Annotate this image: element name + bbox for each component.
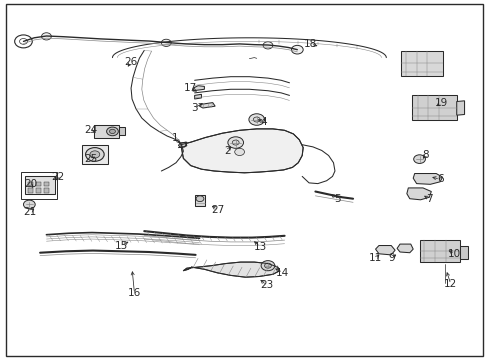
Text: 16: 16 bbox=[127, 288, 141, 298]
Text: 21: 21 bbox=[23, 207, 37, 217]
Text: 4: 4 bbox=[260, 117, 267, 127]
Polygon shape bbox=[193, 86, 204, 91]
Polygon shape bbox=[199, 103, 215, 108]
Bar bbox=[44, 182, 49, 186]
Circle shape bbox=[109, 129, 115, 134]
Bar bbox=[36, 182, 41, 186]
Bar bbox=[400, 51, 442, 76]
Circle shape bbox=[291, 45, 303, 54]
Circle shape bbox=[196, 196, 203, 202]
Circle shape bbox=[85, 148, 104, 161]
Bar bbox=[194, 195, 205, 206]
Text: 12: 12 bbox=[443, 279, 457, 289]
Text: 2: 2 bbox=[224, 146, 230, 156]
Bar bbox=[419, 240, 459, 262]
Bar bbox=[44, 188, 49, 193]
Text: 6: 6 bbox=[436, 174, 443, 184]
Bar bbox=[36, 188, 41, 193]
Text: 3: 3 bbox=[191, 103, 198, 113]
Circle shape bbox=[261, 261, 274, 271]
Text: 10: 10 bbox=[447, 249, 460, 259]
Text: 9: 9 bbox=[387, 253, 394, 264]
Bar bbox=[20, 172, 57, 199]
Polygon shape bbox=[183, 262, 279, 277]
Bar bbox=[119, 127, 125, 135]
Text: 18: 18 bbox=[303, 39, 317, 49]
Polygon shape bbox=[178, 142, 186, 148]
Polygon shape bbox=[406, 188, 430, 200]
Text: 24: 24 bbox=[83, 125, 97, 135]
Circle shape bbox=[234, 148, 244, 156]
Polygon shape bbox=[412, 174, 442, 184]
Circle shape bbox=[263, 42, 272, 49]
Bar bbox=[28, 188, 33, 193]
Text: 15: 15 bbox=[114, 240, 128, 251]
Circle shape bbox=[106, 127, 118, 136]
Text: 27: 27 bbox=[210, 204, 224, 215]
Text: 17: 17 bbox=[183, 83, 197, 93]
Text: 23: 23 bbox=[259, 280, 273, 290]
Circle shape bbox=[23, 200, 35, 209]
Bar bbox=[82, 145, 107, 164]
Text: 20: 20 bbox=[24, 179, 37, 189]
Text: 7: 7 bbox=[425, 194, 432, 204]
Circle shape bbox=[227, 137, 243, 148]
Text: 25: 25 bbox=[83, 154, 97, 164]
Circle shape bbox=[253, 117, 260, 122]
Text: 19: 19 bbox=[433, 98, 447, 108]
Polygon shape bbox=[456, 101, 464, 115]
Text: 5: 5 bbox=[333, 194, 340, 204]
Bar bbox=[411, 95, 456, 120]
Polygon shape bbox=[396, 244, 412, 253]
Text: 8: 8 bbox=[421, 150, 428, 160]
Text: 14: 14 bbox=[275, 268, 289, 278]
Bar bbox=[28, 182, 33, 186]
Polygon shape bbox=[375, 246, 394, 255]
Bar bbox=[25, 176, 55, 194]
Text: 11: 11 bbox=[368, 253, 382, 264]
Circle shape bbox=[161, 39, 171, 46]
Polygon shape bbox=[194, 94, 201, 99]
Text: 1: 1 bbox=[171, 132, 178, 143]
Circle shape bbox=[248, 114, 264, 125]
Circle shape bbox=[413, 155, 425, 163]
Polygon shape bbox=[181, 129, 303, 173]
Bar bbox=[459, 246, 468, 259]
Circle shape bbox=[41, 33, 51, 40]
Text: 22: 22 bbox=[51, 172, 64, 182]
Circle shape bbox=[264, 263, 271, 268]
Circle shape bbox=[90, 151, 100, 158]
Bar bbox=[94, 125, 119, 138]
Circle shape bbox=[232, 140, 239, 145]
Text: 26: 26 bbox=[124, 57, 138, 67]
Text: 13: 13 bbox=[253, 242, 266, 252]
